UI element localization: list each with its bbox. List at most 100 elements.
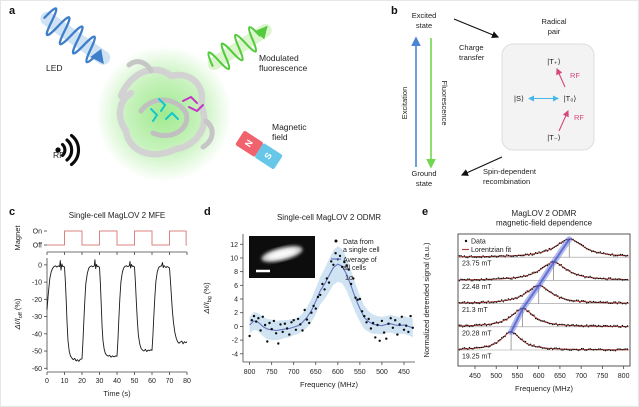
charge-transfer-label-1: Charge bbox=[459, 43, 484, 52]
odmr-trace-band: 19.25 mT bbox=[458, 331, 630, 361]
rf-transition-lower-arrow bbox=[558, 109, 569, 132]
spin-dependent-label-1: Spin-dependent bbox=[483, 167, 537, 176]
led-wave-ribbon bbox=[40, 11, 111, 65]
tick-label: -40 bbox=[32, 331, 42, 338]
magnet-n-label: N bbox=[243, 138, 255, 149]
field-strength-label: 21.3 mT bbox=[462, 307, 488, 314]
odmr-y-axis-label: ΔI/Ibg (%) bbox=[202, 282, 213, 315]
magnet-off-label: Off bbox=[33, 243, 42, 250]
legend-data-label-2: a single cell bbox=[343, 247, 380, 254]
legend-dot-marker bbox=[464, 239, 468, 243]
tick-label: -50 bbox=[32, 349, 42, 356]
tick-label: 0 bbox=[38, 262, 42, 269]
excitation-label: Excitation bbox=[400, 87, 409, 120]
tick-label: 450 bbox=[469, 373, 481, 380]
tick-label: 550 bbox=[354, 369, 366, 376]
odmr-scatter bbox=[248, 252, 414, 345]
tick-label: 800 bbox=[244, 369, 256, 376]
tick-label: 70 bbox=[166, 378, 174, 385]
magnet-north-pole bbox=[235, 131, 263, 157]
legend-average-label-2: all cells bbox=[343, 265, 366, 272]
singlet-state: |S⟩ bbox=[514, 94, 524, 103]
odmr-sigma-band bbox=[249, 246, 413, 341]
peak-trend-line bbox=[510, 238, 571, 333]
magnetic-field-label-2: field bbox=[272, 132, 288, 142]
legend-band-marker bbox=[331, 274, 342, 280]
rf-transition-upper-arrow bbox=[556, 67, 566, 88]
led-label: LED bbox=[46, 63, 63, 73]
tick-label: 60 bbox=[148, 378, 156, 385]
t-zero-state: |T₀⟩ bbox=[564, 94, 577, 103]
tick-label: -20 bbox=[32, 297, 42, 304]
odmr-average-line bbox=[249, 263, 413, 332]
radical-pair-label-2: pair bbox=[548, 27, 561, 36]
tick-label: 500 bbox=[376, 369, 388, 376]
mfe-trace bbox=[46, 259, 188, 362]
tick-label: 750 bbox=[597, 373, 609, 380]
tick-label: 4 bbox=[234, 297, 238, 304]
rf-upper-label: RF bbox=[570, 71, 580, 80]
legend-sigma-label: 1σ bbox=[345, 275, 354, 282]
magnetic-field-label-1: Magnetic bbox=[272, 122, 307, 132]
magnet-s-label: S bbox=[262, 151, 274, 161]
x-axis-label: Time (s) bbox=[103, 389, 131, 398]
field-strength-label: 20.28 mT bbox=[462, 330, 492, 337]
field-y-axis-label: Normalized detrended signal (a.u.) bbox=[422, 242, 431, 358]
ground-state-label-2: state bbox=[416, 179, 432, 188]
tick-label: 20 bbox=[78, 378, 86, 385]
fluorescence-wave bbox=[207, 23, 272, 71]
mfe-chart: Single-cell MagLOV 2 MFE On Off Magnet 0 -10 -… bbox=[13, 211, 191, 398]
tick-label: 50 bbox=[131, 378, 139, 385]
tick-label: 80 bbox=[183, 378, 191, 385]
field-strength-label: 22.48 mT bbox=[462, 284, 492, 291]
tick-label: 550 bbox=[512, 373, 524, 380]
tick-label: 700 bbox=[288, 369, 300, 376]
panel-e-letter: e bbox=[422, 206, 429, 218]
cell-inset-image bbox=[249, 236, 315, 278]
field-strength-label: 23.75 mT bbox=[462, 261, 492, 268]
tick-label: 450 bbox=[398, 369, 410, 376]
spin-dependent-label-2: recombination bbox=[483, 177, 530, 186]
recombination-arrow bbox=[460, 156, 503, 176]
tick-label: -30 bbox=[32, 314, 42, 321]
led-wave bbox=[40, 7, 111, 65]
tick-label: 2 bbox=[234, 310, 238, 317]
modulated-fluorescence-label-2: fluorescence bbox=[259, 63, 307, 73]
legend-dot-marker bbox=[334, 239, 338, 243]
radical-pair-label-1: Radical bbox=[541, 17, 566, 26]
chromophore-sticks bbox=[150, 95, 204, 122]
tick-label: -10 bbox=[32, 280, 42, 287]
t-minus-state: |T₋⟩ bbox=[547, 133, 560, 142]
x-axis-label: Frequency (MHz) bbox=[300, 380, 358, 389]
tick-label: -60 bbox=[32, 366, 42, 373]
tick-label: 10 bbox=[61, 378, 69, 385]
rf-lower-label: RF bbox=[574, 113, 584, 122]
chart-title: Single-cell MagLOV 2 MFE bbox=[69, 211, 165, 220]
odmr-single-cell-chart: Single-cell MagLOV 2 ODMR -4 -2 0 2 4 6 8 10 12 80… bbox=[202, 213, 415, 389]
rf-label: RF bbox=[53, 150, 64, 160]
plot-box bbox=[457, 233, 631, 367]
mfe-signal-axis: 0-10-20-30-40-50-600 10 20 30 40 50 60 70 80 bbox=[32, 258, 191, 385]
panel-a-schematic: LED Modulated fluorescence RF N S Magnet… bbox=[40, 7, 307, 182]
tick-label: 600 bbox=[533, 373, 545, 380]
x-axis-label: Frequency (MHz) bbox=[515, 384, 573, 393]
tick-label: 8 bbox=[234, 269, 238, 276]
panel-a-letter: a bbox=[9, 5, 16, 17]
magnet-state-axis: On Off bbox=[33, 229, 188, 255]
tick-label: 0 bbox=[234, 324, 238, 331]
legend-fit-label: Lorentzian fit bbox=[471, 247, 511, 254]
magnet-icon: N S bbox=[235, 131, 283, 169]
excited-state-label-1: Excited bbox=[412, 11, 437, 20]
magnet-south-pole bbox=[255, 143, 283, 169]
trace-data-dots bbox=[458, 331, 629, 352]
tick-label: 0 bbox=[45, 378, 49, 385]
rf-waves-icon bbox=[55, 133, 81, 167]
tick-label: 750 bbox=[266, 369, 278, 376]
trace-data-dots bbox=[458, 284, 629, 305]
panel-b-letter: b bbox=[391, 5, 398, 17]
odmr-trace-band: 21.3 mT bbox=[458, 284, 630, 314]
chart-title-2: magnetic-field dependence bbox=[496, 219, 593, 228]
tick-label: 10 bbox=[230, 255, 238, 262]
